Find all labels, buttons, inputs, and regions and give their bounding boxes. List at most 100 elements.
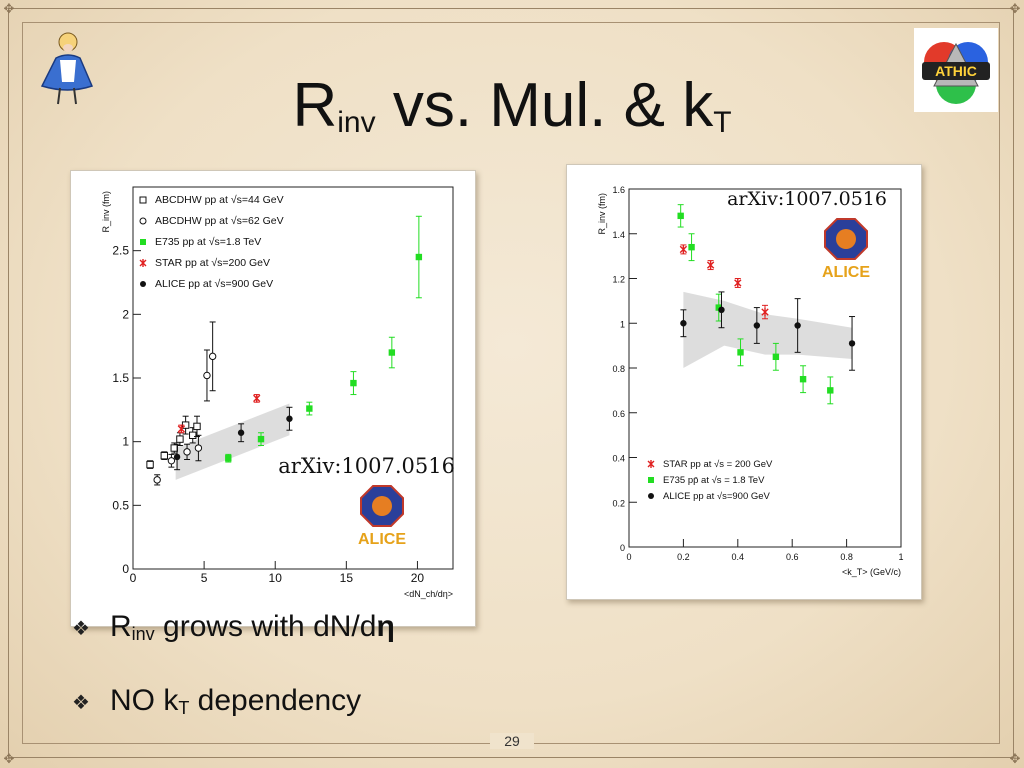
x-tick-label: 15 <box>340 571 354 585</box>
page-number: 29 <box>490 733 534 749</box>
alice-logo: ALICE <box>822 218 870 281</box>
x-tick-label: 0.4 <box>732 552 745 562</box>
y-tick-label: 0.8 <box>612 364 625 374</box>
x-tick-label: 0 <box>626 552 631 562</box>
data-point <box>827 387 834 394</box>
corner-ornament-icon: ✥ <box>3 751 15 766</box>
series <box>173 406 293 471</box>
x-tick-label: 0.2 <box>677 552 690 562</box>
data-point <box>257 435 265 443</box>
data-point <box>170 444 178 452</box>
data-point <box>194 444 203 452</box>
corner-ornament-icon: ✥ <box>3 1 15 16</box>
y-tick-label: 1 <box>620 319 625 329</box>
y-tick-label: 0 <box>122 562 129 576</box>
data-point <box>761 307 769 317</box>
y-axis-label: R_inv (fm) <box>101 191 111 233</box>
x-tick-label: 5 <box>201 571 208 585</box>
data-point <box>139 196 147 204</box>
data-point <box>794 322 801 329</box>
systematic-band <box>683 291 853 368</box>
series <box>177 394 261 434</box>
legend-entry: ABCDHW pp at √s=44 GeV <box>155 194 284 206</box>
data-point <box>680 320 687 327</box>
alice-logo-core-icon <box>372 496 392 516</box>
alice-logo-text: ALICE <box>822 264 870 281</box>
series <box>680 291 856 371</box>
data-point <box>350 379 357 387</box>
bullet-text: NO kT dependency <box>110 684 362 718</box>
y-tick-label: 0.4 <box>612 454 625 464</box>
legend-entry: STAR pp at √s = 200 GeV <box>663 459 773 470</box>
arxiv-annotation: arXiv:1007.0516 <box>278 454 455 478</box>
y-tick-label: 1 <box>122 435 129 449</box>
data-point <box>688 243 695 251</box>
x-tick-label: 0 <box>130 571 137 585</box>
data-point <box>737 349 744 356</box>
data-point <box>160 451 168 460</box>
corner-ornament-icon: ✥ <box>1009 751 1021 766</box>
x-tick-label: 10 <box>269 571 283 585</box>
data-point <box>718 306 725 314</box>
legend-entry: E735 pp at √s=1.8 TeV <box>155 236 261 248</box>
rinv-vs-multiplicity-chart: 0 5 10 15 20 0 0.5 1 1.5 2 2.5 <dN_ch/dη> R_inv (fm)… <box>101 186 455 599</box>
y-tick-label: 1.4 <box>612 230 625 240</box>
svg-text:ATHIC: ATHIC <box>935 63 977 79</box>
data-point <box>189 431 197 440</box>
data-point <box>193 422 201 431</box>
data-point <box>208 352 217 361</box>
data-point <box>176 435 184 443</box>
data-point <box>648 493 654 499</box>
data-point <box>772 353 780 361</box>
alice-cartoon-logo <box>40 32 94 105</box>
legend-entry: E735 pp̄ at √s = 1.8 TeV <box>663 475 765 486</box>
y-axis-label: R_inv (fm) <box>597 193 607 235</box>
data-point <box>167 457 176 465</box>
legend-entry: STAR pp at √s=200 GeV <box>155 257 270 269</box>
data-point <box>177 424 186 434</box>
series <box>153 321 217 486</box>
data-point <box>153 476 161 484</box>
data-point <box>388 349 396 356</box>
y-tick-label: 2 <box>122 307 129 321</box>
systematic-band <box>175 403 290 480</box>
y-tick-label: 1.2 <box>612 275 625 285</box>
data-point <box>286 415 293 422</box>
chart-card-multiplicity: 0 5 10 15 20 0 0.5 1 1.5 2 2.5 <dN_ch/dη> R_inv (fm)… <box>70 170 476 627</box>
x-tick-label: 1 <box>898 552 903 562</box>
y-tick-label: 1.6 <box>612 185 625 195</box>
athic-logo: ATHIC <box>914 28 998 112</box>
legend-entry: ALICE pp at √s=900 GeV <box>155 278 273 290</box>
alice-logo-core-icon <box>836 229 856 249</box>
slide-title: Rinv vs. Mul. & kT <box>292 71 732 140</box>
data-point <box>679 245 688 254</box>
data-point <box>203 371 211 380</box>
data-point <box>677 212 684 220</box>
data-point <box>648 477 654 483</box>
chart-card-kt: 0 0.2 0.4 0.6 0.8 1 0 0.2 0.4 0.6 0.8 1 1.2 1.4 1.6 <k_… <box>566 164 922 600</box>
y-tick-label: 0.2 <box>612 498 625 508</box>
arxiv-annotation: arXiv:1007.0516 <box>727 188 887 210</box>
bullet-text: Rinv grows with dN/dη <box>110 610 395 644</box>
data-point <box>706 260 715 270</box>
data-point <box>734 278 742 288</box>
data-point <box>237 429 245 436</box>
x-axis-label: <k_T> (GeV/c) <box>842 567 901 577</box>
y-tick-label: 0.5 <box>112 498 129 512</box>
series <box>225 215 423 463</box>
data-point <box>799 375 807 383</box>
data-point <box>140 239 146 245</box>
x-axis-label: <dN_ch/dη> <box>404 589 453 599</box>
data-point <box>306 405 313 412</box>
data-point <box>183 448 191 456</box>
y-tick-label: 1.5 <box>112 371 129 385</box>
legend-entry: ABCDHW pp at √s=62 GeV <box>155 215 284 227</box>
data-point <box>140 281 146 287</box>
series <box>679 244 769 320</box>
data-point <box>139 217 147 225</box>
bullet-ornament-icon: ❖ <box>72 618 90 640</box>
data-point <box>139 259 147 267</box>
y-tick-label: 0.6 <box>612 409 625 419</box>
y-tick-label: 0 <box>620 543 625 553</box>
x-tick-label: 0.8 <box>840 552 853 562</box>
